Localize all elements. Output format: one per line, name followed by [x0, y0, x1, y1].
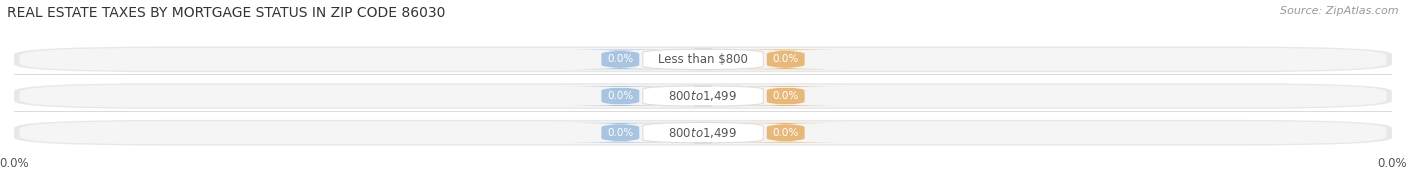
FancyBboxPatch shape: [721, 123, 849, 143]
Text: 0.0%: 0.0%: [607, 128, 634, 138]
Text: 0.0%: 0.0%: [607, 54, 634, 64]
FancyBboxPatch shape: [643, 49, 763, 70]
Text: Less than $800: Less than $800: [658, 53, 748, 66]
FancyBboxPatch shape: [643, 86, 763, 106]
FancyBboxPatch shape: [721, 49, 849, 69]
Text: 0.0%: 0.0%: [772, 54, 799, 64]
FancyBboxPatch shape: [14, 120, 1392, 146]
FancyBboxPatch shape: [14, 83, 1392, 109]
Text: REAL ESTATE TAXES BY MORTGAGE STATUS IN ZIP CODE 86030: REAL ESTATE TAXES BY MORTGAGE STATUS IN …: [7, 6, 446, 20]
FancyBboxPatch shape: [20, 121, 1386, 144]
Text: $800 to $1,499: $800 to $1,499: [668, 126, 738, 140]
FancyBboxPatch shape: [557, 123, 685, 143]
FancyBboxPatch shape: [643, 122, 763, 143]
Text: $800 to $1,499: $800 to $1,499: [668, 89, 738, 103]
Text: Source: ZipAtlas.com: Source: ZipAtlas.com: [1281, 6, 1399, 16]
Legend: Without Mortgage, With Mortgage: Without Mortgage, With Mortgage: [578, 195, 828, 196]
FancyBboxPatch shape: [721, 86, 849, 106]
FancyBboxPatch shape: [557, 86, 685, 106]
FancyBboxPatch shape: [14, 46, 1392, 72]
FancyBboxPatch shape: [20, 85, 1386, 107]
FancyBboxPatch shape: [20, 48, 1386, 71]
Text: 0.0%: 0.0%: [607, 91, 634, 101]
FancyBboxPatch shape: [557, 49, 685, 69]
Text: 0.0%: 0.0%: [772, 91, 799, 101]
Text: 0.0%: 0.0%: [772, 128, 799, 138]
